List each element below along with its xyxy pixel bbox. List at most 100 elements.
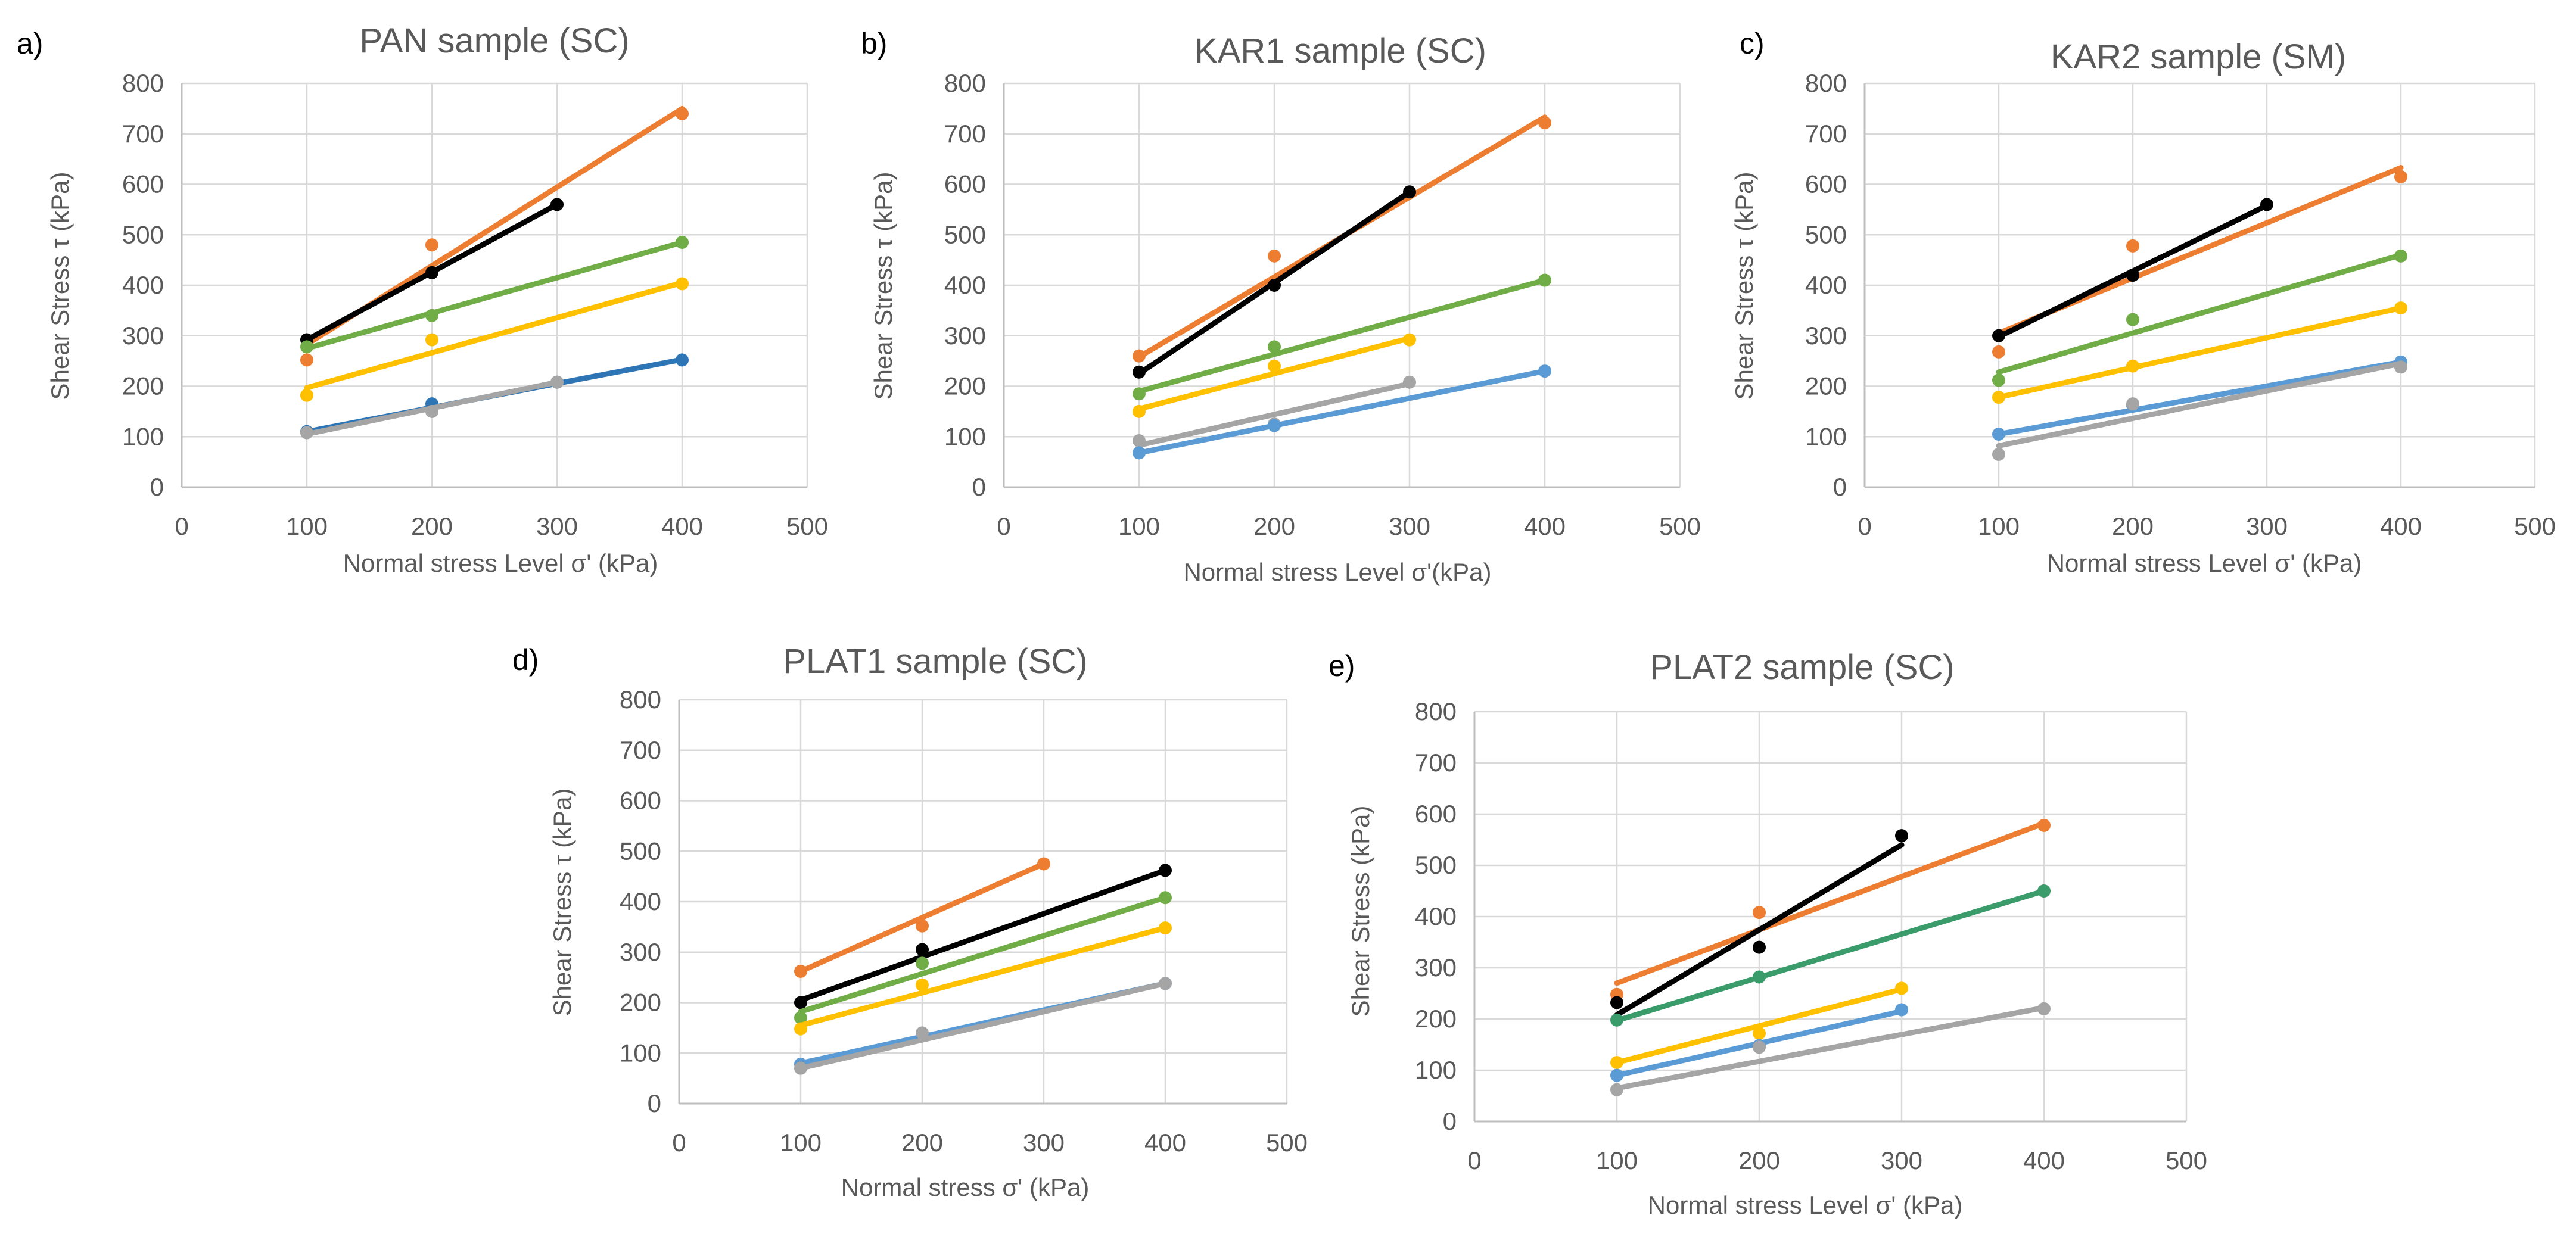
trendline-yellow [304, 280, 685, 391]
series-black [1133, 185, 1416, 379]
series-orange [794, 857, 1050, 978]
trendline-yellow [798, 925, 1168, 1029]
y-tick-label: 800 [122, 69, 164, 97]
y-tick-label: 100 [1415, 1056, 1457, 1084]
data-point-orange [2037, 818, 2051, 832]
y-tick-label: 200 [1805, 372, 1847, 400]
series-yellow [1992, 301, 2407, 404]
data-point-yellow [676, 277, 689, 291]
data-point-orange [1753, 906, 1766, 920]
series-black [1610, 829, 1908, 1018]
y-tick-label: 500 [1415, 851, 1457, 879]
panel-letter: d) [512, 643, 539, 677]
x-tick-label: 400 [661, 512, 703, 540]
series-yellow [300, 277, 689, 402]
x-tick-label: 500 [1266, 1129, 1308, 1157]
y-tick-label: 0 [150, 473, 164, 501]
data-point-black [550, 198, 564, 211]
panel-letter: a) [17, 27, 43, 60]
data-point-gray [2394, 360, 2407, 374]
x-tick-label: 300 [1881, 1146, 1922, 1174]
y-tick-label: 600 [620, 787, 661, 815]
data-point-green [1753, 970, 1766, 984]
y-tick-label: 800 [620, 685, 661, 713]
chart-panel-e: e) PLAT2 sample (SC) 0 100 200 300 400 500 600 70… [1329, 648, 2207, 1219]
y-axis-title: Shear Stress (kPa) [1346, 806, 1374, 1017]
x-tick-label: 100 [1118, 512, 1160, 540]
series-gray [300, 375, 564, 440]
chart-title: PLAT1 sample (SC) [783, 642, 1087, 681]
x-tick-label: 0 [1467, 1146, 1481, 1174]
chart-title: PLAT2 sample (SC) [1650, 648, 1954, 687]
x-tick-label: 200 [1253, 512, 1295, 540]
data-point-orange [676, 107, 689, 120]
x-tick-label: 200 [1738, 1146, 1780, 1174]
data-point-green [794, 1011, 807, 1024]
data-point-green [425, 308, 438, 322]
x-axis-title: Normal stress Level σ' (kPa) [343, 549, 658, 577]
trendline-gray [1614, 1005, 2047, 1091]
panel-letter: c) [1740, 27, 1765, 60]
x-tick-label: 0 [1858, 512, 1871, 540]
x-tick-label: 300 [2246, 512, 2288, 540]
chart-panel-b: b) KAR1 sample (SC) 0 100 200 300 400 500 600 700… [861, 27, 1701, 586]
x-tick-label: 100 [1596, 1146, 1638, 1174]
x-tick-label: 300 [1023, 1129, 1065, 1157]
data-point-gray [2126, 397, 2139, 411]
data-point-green [1133, 387, 1146, 401]
data-point-yellow [425, 333, 438, 347]
data-point-green [916, 956, 929, 970]
data-point-gray [2037, 1002, 2051, 1015]
x-axis-title: Normal stress Level σ' (kPa) [2047, 549, 2362, 577]
y-tick-label: 0 [648, 1089, 661, 1117]
y-tick-label: 700 [620, 736, 661, 764]
series-yellow [1133, 333, 1416, 418]
data-point-orange [2394, 170, 2407, 183]
x-tick-label: 0 [997, 512, 1010, 540]
chart-panel-d: d) PLAT1 sample (SC) 0 100 200 300 400 500 600 70… [512, 642, 1308, 1201]
data-point-green [1268, 340, 1281, 354]
x-tick-label: 200 [2112, 512, 2154, 540]
x-tick-label: 400 [1144, 1129, 1186, 1157]
y-tick-label: 200 [122, 372, 164, 400]
x-tick-label: 100 [1978, 512, 2020, 540]
trendline-gray [1996, 360, 2404, 449]
y-axis-title: Shear Stress τ (kPa) [46, 172, 74, 400]
data-point-black [1610, 996, 1623, 1009]
data-point-yellow [794, 1022, 807, 1036]
data-point-gray [1992, 447, 2005, 461]
data-point-blue [1268, 419, 1281, 432]
data-point-blue [1133, 446, 1146, 460]
data-point-orange [1037, 857, 1050, 871]
data-point-green [1159, 891, 1172, 905]
data-point-gray [1133, 434, 1146, 448]
series-yellow [794, 921, 1172, 1036]
y-tick-label: 300 [1805, 322, 1847, 350]
x-tick-label: 200 [901, 1129, 943, 1157]
series-gray [1992, 360, 2407, 461]
x-tick-label: 100 [286, 512, 328, 540]
data-point-black [2260, 198, 2273, 211]
y-tick-label: 300 [1415, 953, 1457, 981]
data-point-green [300, 340, 313, 354]
y-tick-label: 0 [1833, 473, 1847, 501]
data-point-gray [550, 375, 564, 389]
x-axis-title: Normal stress Level σ' (kPa) [1648, 1191, 1963, 1219]
data-point-black [1133, 365, 1146, 379]
trendline-blue [1996, 359, 2404, 437]
x-axis-title: Normal stress σ' (kPa) [841, 1173, 1090, 1201]
data-point-green [676, 235, 689, 249]
data-point-orange [916, 919, 929, 933]
chart-title: PAN sample (SC) [359, 21, 629, 60]
y-tick-label: 600 [122, 170, 164, 198]
x-tick-label: 400 [1524, 512, 1566, 540]
data-point-orange [1538, 116, 1551, 130]
series-black [1992, 198, 2273, 342]
y-tick-label: 700 [1805, 120, 1847, 148]
data-point-yellow [1133, 404, 1146, 418]
x-tick-label: 300 [536, 512, 578, 540]
data-point-black [1403, 185, 1416, 199]
series-green [1133, 273, 1551, 401]
y-tick-label: 500 [944, 220, 986, 248]
data-point-orange [794, 964, 807, 978]
